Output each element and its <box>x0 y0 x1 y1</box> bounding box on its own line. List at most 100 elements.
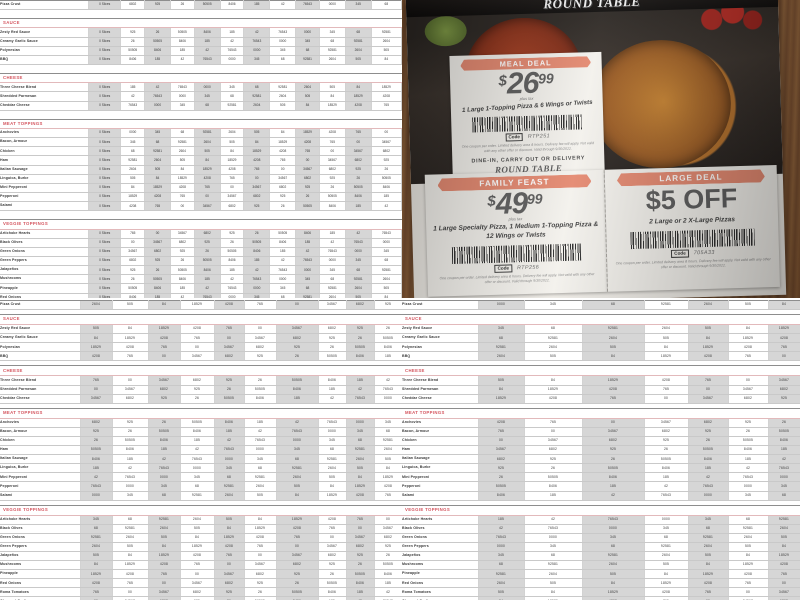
data-cell[interactable]: 505 <box>370 46 402 56</box>
table-row[interactable]: Green Peppers 0 Slices 6802 925 26 50505 8406 1… <box>0 256 402 267</box>
data-cell[interactable]: 6802 <box>345 300 375 311</box>
data-cell[interactable]: 92581 <box>581 551 645 562</box>
data-cell[interactable]: 68 <box>243 463 277 474</box>
data-cell[interactable]: 34567 <box>373 524 402 534</box>
data-cell[interactable]: 8406 <box>370 183 402 193</box>
data-cell[interactable]: 34567 <box>523 436 583 447</box>
data-cell[interactable]: 6802 <box>767 385 800 395</box>
data-cell[interactable]: 185 <box>370 192 402 203</box>
data-cell[interactable]: 765 <box>120 229 146 239</box>
data-cell[interactable]: 42 <box>170 293 195 298</box>
data-cell[interactable]: 68 <box>523 324 583 335</box>
data-cell[interactable]: 84 <box>373 463 402 474</box>
table-row[interactable]: Zesty Red Sauce 505 84 18529 4208 765 00 34567 6… <box>0 324 402 335</box>
data-cell[interactable]: 4208 <box>170 183 195 193</box>
data-cell[interactable]: 2604 <box>344 283 372 294</box>
data-cell[interactable]: 34567 <box>193 201 221 212</box>
data-cell[interactable]: 8406 <box>687 454 729 465</box>
data-cell[interactable]: 42 <box>643 481 689 492</box>
data-cell[interactable]: 00 <box>170 201 195 212</box>
data-cell[interactable]: 76543 <box>179 454 215 465</box>
data-cell[interactable]: 0 Slices <box>87 183 122 193</box>
data-cell[interactable]: 925 <box>581 445 645 456</box>
data-cell[interactable]: 505 <box>275 481 319 492</box>
data-cell[interactable]: 345 <box>477 551 525 562</box>
data-cell[interactable]: 42 <box>170 55 195 65</box>
data-cell[interactable]: 925 <box>243 201 271 212</box>
data-cell[interactable]: 925 <box>370 155 402 166</box>
data-cell[interactable]: 92581 <box>643 542 689 552</box>
data-cell[interactable]: 925 <box>295 183 320 193</box>
data-cell[interactable]: 34567 <box>275 551 319 562</box>
data-cell[interactable]: 26 <box>767 418 800 428</box>
data-cell[interactable]: 4208 <box>144 192 171 203</box>
data-cell[interactable]: 185 <box>477 515 525 525</box>
data-cell[interactable]: 50505 <box>243 238 271 248</box>
data-cell[interactable]: 00 <box>523 427 583 437</box>
data-cell[interactable]: 34567 <box>243 560 277 571</box>
data-cell[interactable]: 42 <box>219 37 245 47</box>
table-row[interactable]: Creamy Garlic Sauce 84 18529 4208 765 00 34567… <box>0 333 402 344</box>
data-cell[interactable]: 345 <box>147 481 181 492</box>
data-cell[interactable]: 00 <box>344 137 372 148</box>
data-cell[interactable]: 84 <box>523 587 583 598</box>
data-cell[interactable]: 8406 <box>213 418 245 428</box>
data-cell[interactable]: 92581 <box>111 524 149 534</box>
data-cell[interactable]: 765 <box>179 560 215 571</box>
data-cell[interactable]: 6802 <box>179 375 215 386</box>
data-cell[interactable]: 2604 <box>727 533 769 543</box>
data-cell[interactable]: 18529 <box>275 515 319 525</box>
data-cell[interactable]: 2604 <box>477 578 525 589</box>
data-cell[interactable]: 6802 <box>243 342 277 353</box>
data-cell[interactable]: 505 <box>120 174 146 184</box>
data-cell[interactable]: 2604 <box>523 569 583 580</box>
data-cell[interactable]: 4208 <box>727 342 769 353</box>
table-row[interactable]: Creamy Garlic Sauce 68 92581 2604 505 84 18529… <box>402 333 800 344</box>
data-cell[interactable]: 185 <box>219 27 245 38</box>
data-cell[interactable]: 68 <box>344 27 372 38</box>
data-cell[interactable]: 18529 <box>179 542 215 552</box>
data-cell[interactable]: 50505 <box>523 472 583 483</box>
table-row[interactable]: Chicken 26 50505 8406 185 42 76543 0000 345 68 925… <box>0 436 402 447</box>
data-cell[interactable]: 50505 <box>317 578 347 589</box>
data-cell[interactable]: 505 <box>581 569 645 580</box>
data-cell[interactable]: 765 <box>727 578 769 589</box>
data-cell[interactable]: 0 Slices <box>87 101 122 111</box>
data-cell[interactable]: 505 <box>147 533 181 543</box>
data-cell[interactable]: 18529 <box>111 333 149 344</box>
data-cell[interactable]: 505 <box>344 293 372 298</box>
data-cell[interactable]: 2604 <box>581 333 645 344</box>
data-cell[interactable]: 925 <box>477 463 525 474</box>
data-cell[interactable]: 925 <box>275 569 319 580</box>
ingredient-table[interactable]: Pizza Crust 2604 505 84 18529 4208 765 00 34567 6… <box>0 300 402 600</box>
data-cell[interactable]: 925 <box>213 375 245 386</box>
data-cell[interactable]: 2604 <box>120 165 146 175</box>
data-cell[interactable]: 42 <box>269 256 297 267</box>
data-cell[interactable]: 6802 <box>170 238 195 248</box>
data-cell[interactable]: 925 <box>275 342 319 353</box>
data-cell[interactable]: 8406 <box>120 55 146 65</box>
data-cell[interactable]: 8406 <box>581 472 645 483</box>
data-cell[interactable]: 68 <box>269 293 297 298</box>
table-row[interactable]: Red Onions 2604 505 84 18529 4208 765 00 <box>402 578 800 589</box>
data-cell[interactable]: 0 Slices <box>87 137 122 148</box>
data-cell[interactable]: 84 <box>79 560 113 571</box>
data-cell[interactable]: 8406 <box>179 427 215 437</box>
table-row[interactable]: Ham 50505 8406 185 42 76543 0000 345 68 92581 2604 <box>0 445 402 456</box>
data-cell[interactable]: 505 <box>193 146 221 157</box>
data-cell[interactable]: 4208 <box>213 542 245 552</box>
data-cell[interactable]: 26 <box>243 587 277 598</box>
data-cell[interactable]: 185 <box>643 472 689 483</box>
data-cell[interactable]: 345 <box>120 137 146 148</box>
data-cell[interactable]: 68 <box>370 0 402 11</box>
data-cell[interactable]: 4208 <box>767 333 800 344</box>
data-cell[interactable]: 925 <box>179 385 215 395</box>
data-cell[interactable]: 18529 <box>643 578 689 589</box>
data-cell[interactable]: 18529 <box>727 333 769 344</box>
data-cell[interactable]: 00 <box>477 436 525 447</box>
data-cell[interactable]: 26 <box>144 27 171 38</box>
data-cell[interactable]: 00 <box>213 333 245 344</box>
data-cell[interactable]: 84 <box>370 293 402 298</box>
data-cell[interactable]: 345 <box>243 454 277 465</box>
data-cell[interactable]: 0 Slices <box>87 174 122 184</box>
